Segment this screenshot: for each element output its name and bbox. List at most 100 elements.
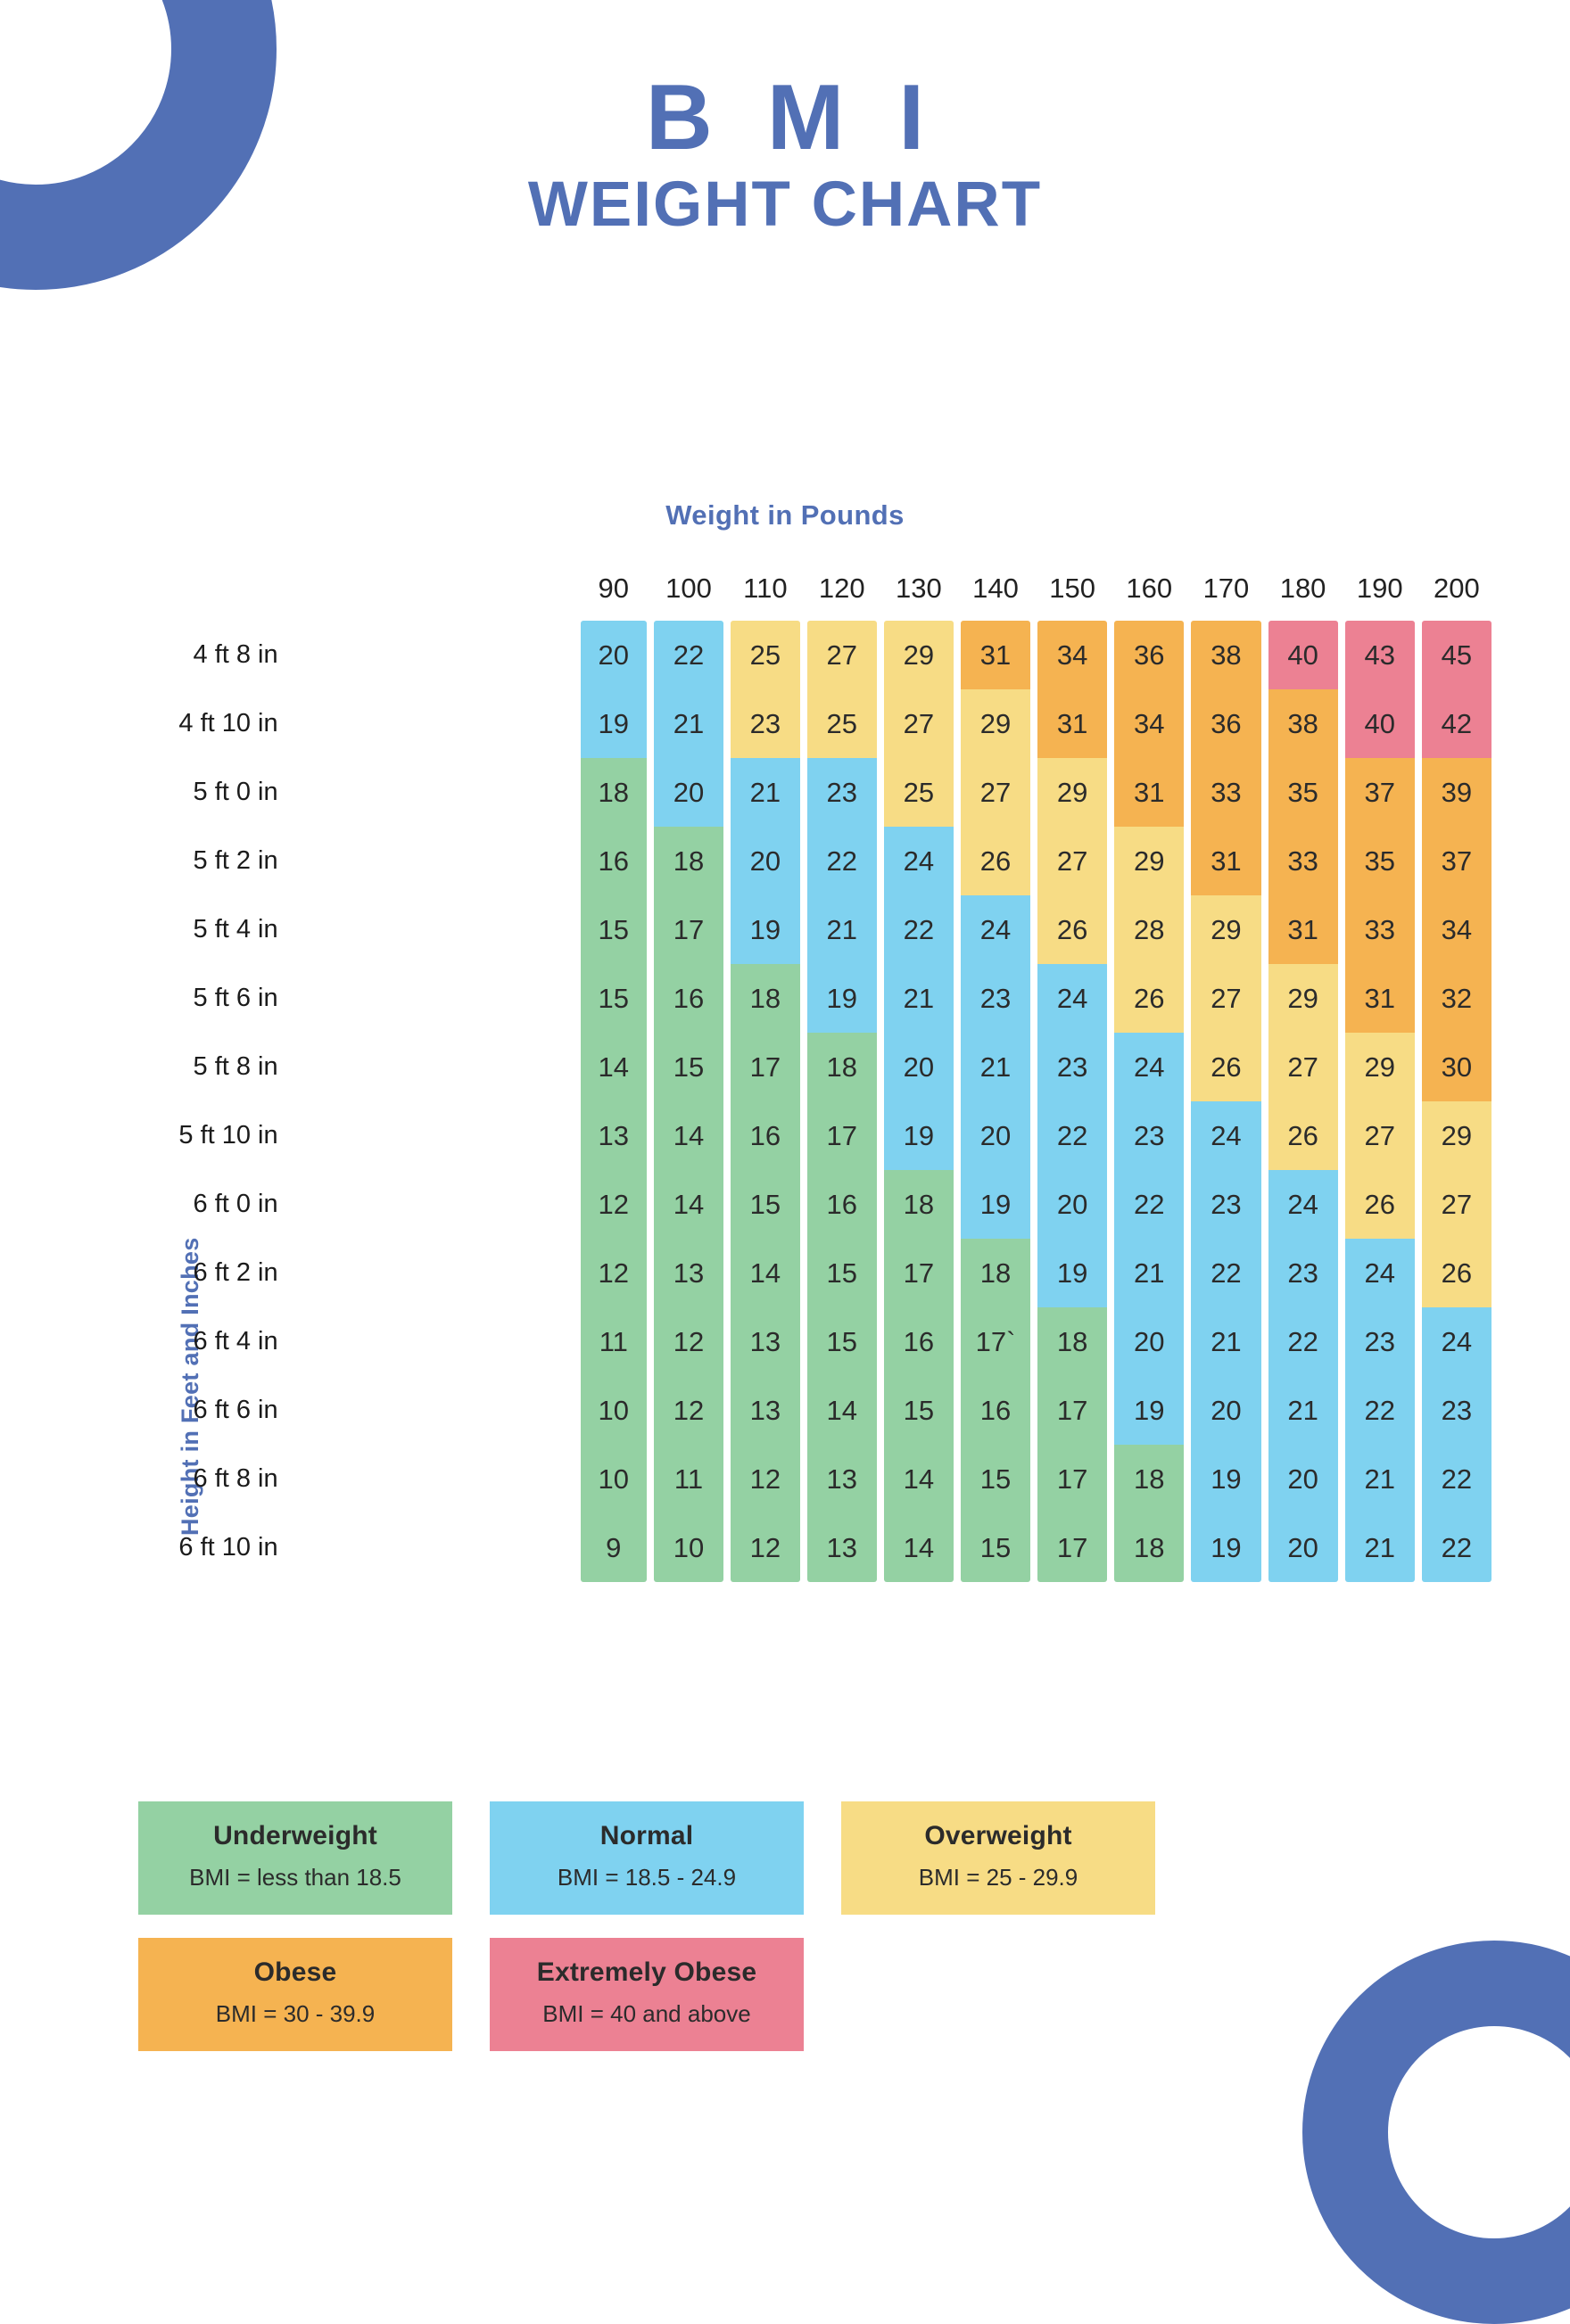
table-row: 5 ft 2 in 16 18 20 22 24 26 27 29 31 33 35 37 [194, 827, 1492, 895]
legend-row-secondary: Obese BMI = 30 - 39.9 Extremely Obese BMI =… [138, 1938, 1298, 2051]
bmi-cell: 28 [1114, 895, 1185, 964]
bmi-cell: 13 [731, 1376, 800, 1445]
bmi-cell: 23 [1344, 1307, 1415, 1376]
legend-item-normal: Normal BMI = 18.5 - 24.9 [490, 1801, 804, 1915]
bmi-cell: 43 [1344, 621, 1415, 689]
bmi-cell: 29 [960, 689, 1031, 758]
bmi-cell: 29 [1114, 827, 1185, 895]
bmi-cell: 19 [806, 964, 877, 1033]
bmi-cell: 27 [1344, 1101, 1415, 1170]
bmi-cell: 10 [580, 1376, 647, 1445]
bmi-cell: 17 [653, 895, 724, 964]
weight-column-header: 130 [896, 573, 942, 604]
legend-item-description: BMI = 25 - 29.9 [918, 1864, 1078, 1891]
bmi-cell: 16 [731, 1101, 800, 1170]
bmi-cell: 20 [1268, 1445, 1338, 1513]
bmi-cell: 19 [1114, 1376, 1185, 1445]
bmi-cell: 18 [653, 827, 724, 895]
bmi-cell: 15 [883, 1376, 954, 1445]
weight-column-header: 110 [743, 573, 788, 604]
bmi-cell: 22 [883, 895, 954, 964]
weight-column-header: 120 [818, 573, 865, 604]
table-corner-cell [351, 573, 574, 621]
bmi-cell: 26 [1421, 1239, 1492, 1307]
bmi-cell: 10 [653, 1513, 724, 1582]
bmi-cell: 17 [1037, 1376, 1108, 1445]
bmi-cell: 16 [806, 1170, 877, 1239]
bmi-cell: 15 [580, 964, 647, 1033]
bmi-cell: 24 [1268, 1170, 1338, 1239]
bmi-cell: 23 [1421, 1376, 1492, 1445]
bmi-cell: 14 [806, 1376, 877, 1445]
table-row: 6 ft 2 in 12 13 14 15 17 18 19 21 22 23 24 26 [194, 1239, 1492, 1307]
bmi-cell: 16 [960, 1376, 1031, 1445]
bmi-cell: 22 [1421, 1445, 1492, 1513]
bmi-cell: 15 [806, 1239, 877, 1307]
bmi-cell: 15 [960, 1513, 1031, 1582]
bmi-cell: 27 [1191, 964, 1261, 1033]
table-row: 5 ft 6 in 15 16 18 19 21 23 24 26 27 29 31 32 [194, 964, 1492, 1033]
bmi-cell: 20 [1191, 1376, 1261, 1445]
bmi-cell: 27 [1268, 1033, 1338, 1101]
legend-item-overweight: Overweight BMI = 25 - 29.9 [841, 1801, 1155, 1915]
legend-item-description: BMI = less than 18.5 [189, 1864, 401, 1891]
page-subtitle: WEIGHT CHART [527, 169, 1043, 241]
bmi-cell: 14 [883, 1513, 954, 1582]
bmi-cell: 26 [1344, 1170, 1415, 1239]
bmi-cell: 29 [1268, 964, 1338, 1033]
table-row: 5 ft 8 in 14 15 17 18 20 21 23 24 26 27 29 30 [194, 1033, 1492, 1101]
bmi-cell: 31 [1037, 689, 1108, 758]
bmi-cell: 24 [1037, 964, 1108, 1033]
bmi-cell: 22 [1191, 1239, 1261, 1307]
weight-column-header: 140 [972, 573, 1019, 604]
bmi-cell: 17 [1037, 1445, 1108, 1513]
table-header-row: 90 100 110 120 130 140 150 160 170 180 190 200 [351, 573, 1492, 621]
bmi-cell: 29 [1344, 1033, 1415, 1101]
legend-item-title: Extremely Obese [536, 1957, 757, 1987]
bmi-cell: 14 [883, 1445, 954, 1513]
bmi-cell: 16 [580, 827, 647, 895]
bmi-cell: 21 [1191, 1307, 1261, 1376]
bmi-cell: 35 [1344, 827, 1415, 895]
table-row: 6 ft 4 in 11 12 13 15 16 17` 18 20 21 22 23 24 [194, 1307, 1492, 1376]
bmi-cell: 14 [653, 1101, 724, 1170]
bmi-cell: 37 [1344, 758, 1415, 827]
bmi-cell: 19 [1037, 1239, 1108, 1307]
bmi-cell: 14 [731, 1239, 800, 1307]
bmi-cell: 21 [1344, 1445, 1415, 1513]
bmi-cell: 13 [580, 1101, 647, 1170]
bmi-cell: 15 [806, 1307, 877, 1376]
bmi-cell: 20 [960, 1101, 1031, 1170]
bmi-cell: 15 [731, 1170, 800, 1239]
bmi-cell: 11 [580, 1307, 647, 1376]
bmi-cell: 29 [1037, 758, 1108, 827]
table-row: 4 ft 8 in 20 22 25 27 29 31 34 36 38 40 43 45 [194, 621, 1492, 689]
height-row-label: 5 ft 6 in [193, 984, 278, 1012]
bmi-cell: 17 [731, 1033, 800, 1101]
bmi-cell: 11 [653, 1445, 724, 1513]
bmi-cell: 12 [653, 1307, 724, 1376]
bmi-cell: 25 [883, 758, 954, 827]
table-row: 6 ft 10 in 9 10 12 13 14 15 17 18 19 20 21 22 [178, 1513, 1492, 1582]
table-row: 5 ft 4 in 15 17 19 21 22 24 26 28 29 31 33 34 [194, 895, 1492, 964]
bmi-cell: 18 [1037, 1307, 1108, 1376]
height-row-label: 5 ft 0 in [193, 778, 278, 806]
weight-column-header: 100 [665, 573, 712, 604]
bmi-cell: 21 [960, 1033, 1031, 1101]
table-row: 6 ft 8 in 10 11 12 13 14 15 17 18 19 20 21 22 [194, 1445, 1492, 1513]
bmi-cell: 18 [1114, 1513, 1185, 1582]
bmi-cell: 38 [1268, 689, 1338, 758]
bmi-cell: 13 [806, 1445, 877, 1513]
bmi-cell: 26 [1191, 1033, 1261, 1101]
bmi-cell: 24 [1114, 1033, 1185, 1101]
bmi-cell: 22 [1268, 1307, 1338, 1376]
bmi-cell: 25 [806, 689, 877, 758]
bmi-cell: 26 [1114, 964, 1185, 1033]
weight-column-header: 200 [1434, 573, 1480, 604]
bmi-cell: 39 [1421, 758, 1492, 827]
height-row-label: 5 ft 8 in [193, 1052, 278, 1081]
page-header: B M I WEIGHT CHART [0, 69, 1570, 241]
bmi-cell: 15 [653, 1033, 724, 1101]
bmi-cell: 27 [806, 621, 877, 689]
legend-item-obese: Obese BMI = 30 - 39.9 [138, 1938, 452, 2051]
